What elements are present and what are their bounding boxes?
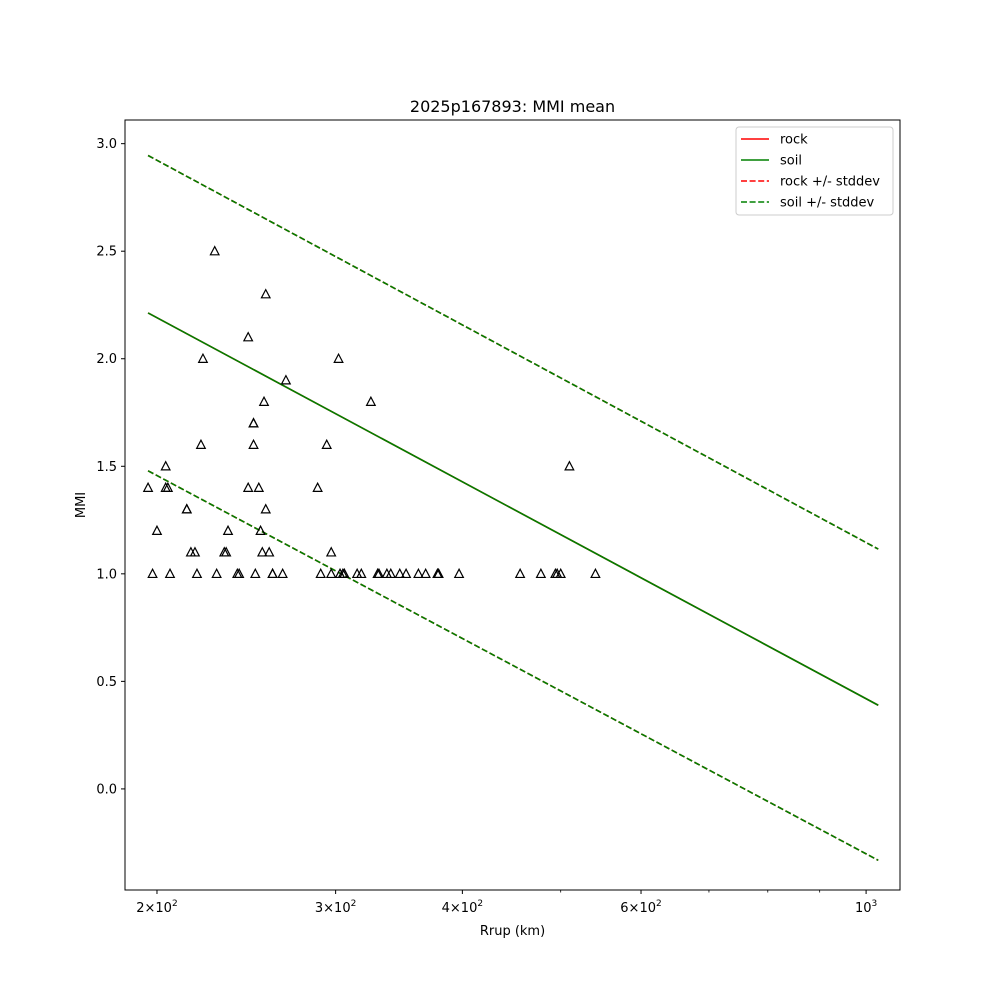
observation-point	[263, 546, 275, 557]
observation-point	[356, 567, 367, 579]
x-tick-label: 103	[855, 899, 877, 916]
observation-point	[325, 567, 337, 579]
y-tick-label: 1.5	[96, 460, 117, 475]
y-tick-label: 0.0	[96, 782, 117, 797]
legend-box	[735, 126, 894, 216]
observation-point	[142, 481, 154, 492]
y-tick-label: 0.5	[96, 675, 117, 690]
observation-point	[413, 567, 424, 579]
observation-point	[277, 567, 288, 579]
observation-point	[339, 567, 350, 579]
x-tick-label: 4×102	[442, 899, 483, 916]
observation-point	[325, 546, 337, 557]
legend-label: rock +/- stddev	[780, 175, 880, 190]
observation-point	[420, 567, 431, 579]
observation-point	[151, 524, 163, 536]
observation-point	[211, 567, 222, 579]
observation-point	[248, 438, 259, 449]
legend-label: rock	[780, 133, 808, 148]
observation-point	[590, 567, 601, 579]
observation-point	[260, 503, 272, 514]
axes-ticks: 0.0 0.5 1.0 1.5 2.0 2.5 3.0 2×102 3×102 4×102 6×10…	[96, 137, 877, 916]
observation-point	[209, 245, 220, 256]
chart-title: 2025p167893: MMI mean	[410, 97, 615, 116]
observation-point	[333, 352, 344, 363]
observation-point	[147, 567, 158, 579]
observation-point	[258, 395, 270, 406]
observation-point	[248, 417, 259, 428]
observation-point	[373, 567, 385, 579]
observation-point	[555, 567, 566, 579]
y-tick-label: 2.5	[96, 245, 117, 260]
observation-point	[321, 438, 333, 449]
series-band-lower-3	[147, 470, 879, 862]
observation-point	[514, 567, 526, 579]
x-axis-title: Rrup (km)	[480, 924, 545, 939]
observation-point	[253, 481, 265, 492]
observation-point	[256, 546, 268, 557]
y-tick-label: 3.0	[96, 137, 117, 152]
observation-point	[222, 524, 234, 536]
observation-point	[255, 524, 266, 536]
observation-point	[400, 567, 412, 579]
observation-point	[312, 481, 323, 492]
y-tick-label: 1.0	[96, 567, 117, 582]
observation-point	[195, 438, 207, 449]
observation-point	[249, 567, 261, 579]
observation-point	[160, 460, 171, 471]
observation-point	[181, 503, 193, 514]
observation-point	[242, 331, 254, 342]
observation-point	[191, 567, 203, 579]
observation-point	[564, 460, 575, 471]
series-line-1	[147, 312, 879, 706]
y-axis-title: MMI	[74, 492, 89, 518]
legend-label: soil	[780, 154, 802, 169]
observation-point	[535, 567, 547, 579]
observation-point	[162, 481, 174, 492]
observation-point	[365, 395, 377, 406]
observation-point	[433, 567, 444, 579]
observation-point	[267, 567, 278, 579]
observation-point	[220, 546, 232, 557]
x-tick-label: 3×102	[315, 899, 356, 916]
x-tick-label: 2×102	[136, 899, 177, 916]
observation-point	[280, 374, 292, 385]
plot-frame	[124, 119, 901, 891]
y-tick-label: 2.0	[96, 352, 117, 367]
observation-point	[233, 567, 245, 579]
observation-point	[189, 546, 201, 557]
observation-point	[197, 352, 209, 363]
observation-point	[385, 567, 397, 579]
observation-point	[453, 567, 465, 579]
observation-point	[260, 288, 272, 299]
legend-label: soil +/- stddev	[780, 196, 875, 211]
x-tick-label: 6×102	[620, 899, 661, 916]
plot-area	[142, 154, 879, 862]
series-band-upper-3	[147, 154, 879, 550]
observation-point	[242, 481, 254, 492]
legend: rock soil rock +/- stddev soil +/- stddev	[735, 126, 894, 216]
observation-point	[315, 567, 326, 579]
observation-point	[394, 567, 406, 579]
observation-point	[164, 567, 176, 579]
